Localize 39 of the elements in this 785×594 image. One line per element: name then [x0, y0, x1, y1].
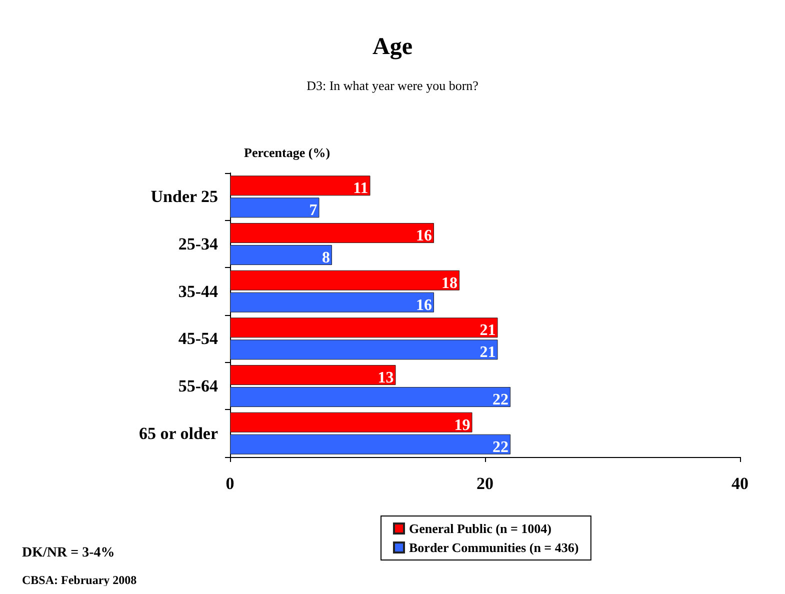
data-label: 16: [416, 296, 432, 314]
data-label: 19: [454, 416, 470, 434]
bar: [230, 292, 434, 312]
y-tick-label: 65 or older: [138, 424, 218, 443]
data-label: 22: [492, 438, 508, 456]
bar: [230, 340, 498, 360]
bar: [230, 270, 460, 290]
bar: [230, 223, 434, 243]
x-tick-label: 0: [226, 474, 234, 493]
legend-label: General Public (n = 1004): [409, 521, 552, 536]
y-tick-label: 25-34: [178, 234, 218, 254]
bar: [230, 412, 472, 432]
data-label: 13: [378, 370, 394, 386]
data-label: 7: [309, 202, 318, 220]
bar: [230, 387, 510, 407]
y-tick-label: 45-54: [178, 329, 218, 348]
x-tick-label: 20: [476, 474, 494, 493]
bar: [230, 198, 320, 218]
y-tick-label: 35-44: [178, 282, 218, 301]
data-label: 8: [322, 250, 330, 266]
data-label: 22: [492, 392, 508, 408]
bar: [230, 245, 332, 265]
data-label: 16: [416, 228, 432, 244]
x-axis-title: Percentage (%): [244, 145, 330, 160]
chart-title: Age: [372, 34, 413, 60]
bar: [230, 318, 498, 338]
y-tick-label: Under 25: [150, 187, 218, 206]
bar: [230, 176, 370, 196]
data-label: 18: [442, 274, 458, 292]
data-label: 21: [480, 322, 496, 340]
x-tick-label: 40: [732, 474, 748, 493]
bar: [230, 434, 510, 454]
chart-subtitle: D3: In what year were you born?: [306, 78, 479, 93]
bar: [230, 365, 396, 385]
text: DK/NR = 3-4%: [22, 546, 115, 560]
y-tick-label: 55-64: [178, 376, 218, 396]
legend-label: Border Communities (n = 436): [409, 540, 579, 555]
data-label: 11: [353, 180, 368, 198]
data-label: 21: [480, 344, 496, 362]
